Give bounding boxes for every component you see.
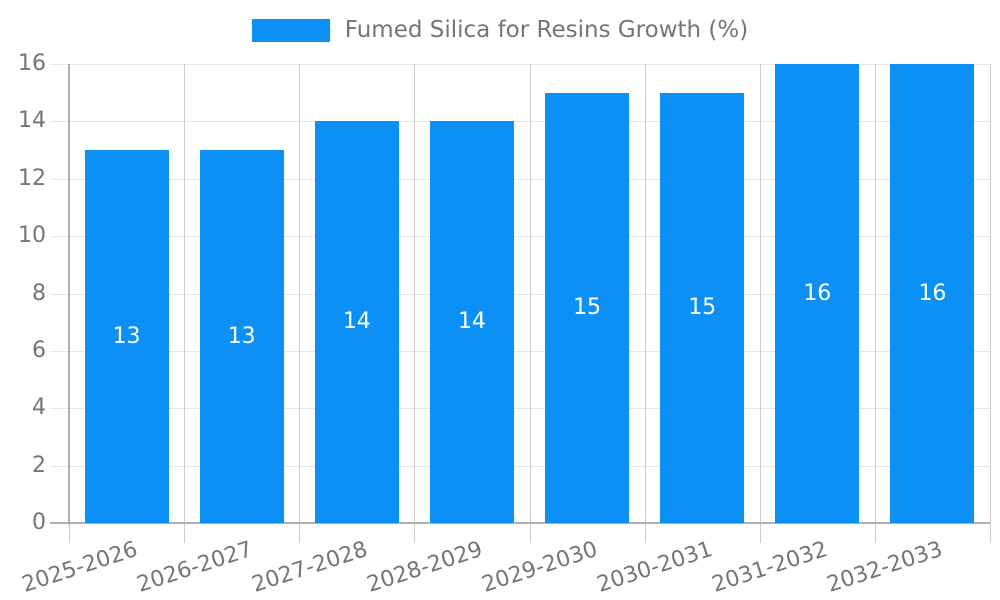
y-axis-tick: [50, 465, 69, 467]
y-tick-label: 16: [18, 51, 46, 76]
y-tick-label: 14: [18, 108, 46, 134]
legend: Fumed Silica for Resins Growth (%): [0, 17, 1000, 43]
x-axis-tick: [874, 523, 876, 543]
bar-value-label: 13: [227, 323, 256, 349]
x-axis-tick: [529, 523, 531, 543]
x-axis-tick: [184, 523, 186, 543]
x-axis-tick: [644, 523, 646, 543]
y-axis-tick: [50, 178, 69, 180]
legend-swatch: [251, 18, 330, 42]
gridline-vertical: [759, 64, 761, 523]
gridline-vertical: [644, 64, 646, 523]
bar: [429, 121, 514, 523]
y-axis-tick: [50, 408, 69, 410]
bar-value-label: 15: [573, 294, 602, 320]
bar: [84, 150, 169, 523]
x-axis-tick: [759, 523, 761, 543]
y-tick-label: 0: [32, 510, 46, 535]
bar: [890, 64, 975, 523]
gridline-vertical: [990, 64, 991, 523]
gridline-vertical: [529, 64, 531, 523]
gridline-vertical: [874, 64, 876, 523]
bar-value-label: 15: [688, 294, 717, 320]
x-axis-tick: [69, 523, 70, 543]
bar: [660, 92, 745, 523]
legend-label: Fumed Silica for Resins Growth (%): [344, 17, 749, 43]
bar: [775, 64, 860, 523]
bar-value-label: 14: [457, 309, 486, 335]
y-tick-label: 8: [32, 280, 46, 306]
bar-value-label: 16: [803, 280, 832, 306]
bar: [314, 121, 399, 523]
x-axis-tick: [990, 523, 991, 543]
y-tick-label: 6: [32, 337, 46, 363]
gridline-vertical: [299, 64, 301, 523]
y-tick-label: 12: [18, 165, 46, 191]
y-axis-tick: [50, 293, 69, 295]
gridline-vertical: [414, 64, 416, 523]
y-tick-label: 4: [32, 395, 46, 421]
y-tick-label: 10: [18, 223, 46, 249]
y-tick-label: 2: [32, 452, 46, 478]
bar-value-label: 16: [918, 280, 947, 306]
x-axis-line: [50, 522, 990, 524]
bar: [199, 150, 284, 523]
bar-value-label: 14: [342, 309, 371, 335]
gridline-vertical: [184, 64, 186, 523]
y-axis-line: [68, 64, 70, 525]
y-axis-tick: [50, 350, 69, 352]
y-axis-tick: [50, 121, 69, 123]
x-axis-tick: [299, 523, 301, 543]
bar-value-label: 13: [112, 323, 141, 349]
bar: [545, 92, 630, 523]
y-axis-tick: [50, 64, 69, 65]
y-axis-tick: [50, 236, 69, 238]
x-axis-tick: [414, 523, 416, 543]
